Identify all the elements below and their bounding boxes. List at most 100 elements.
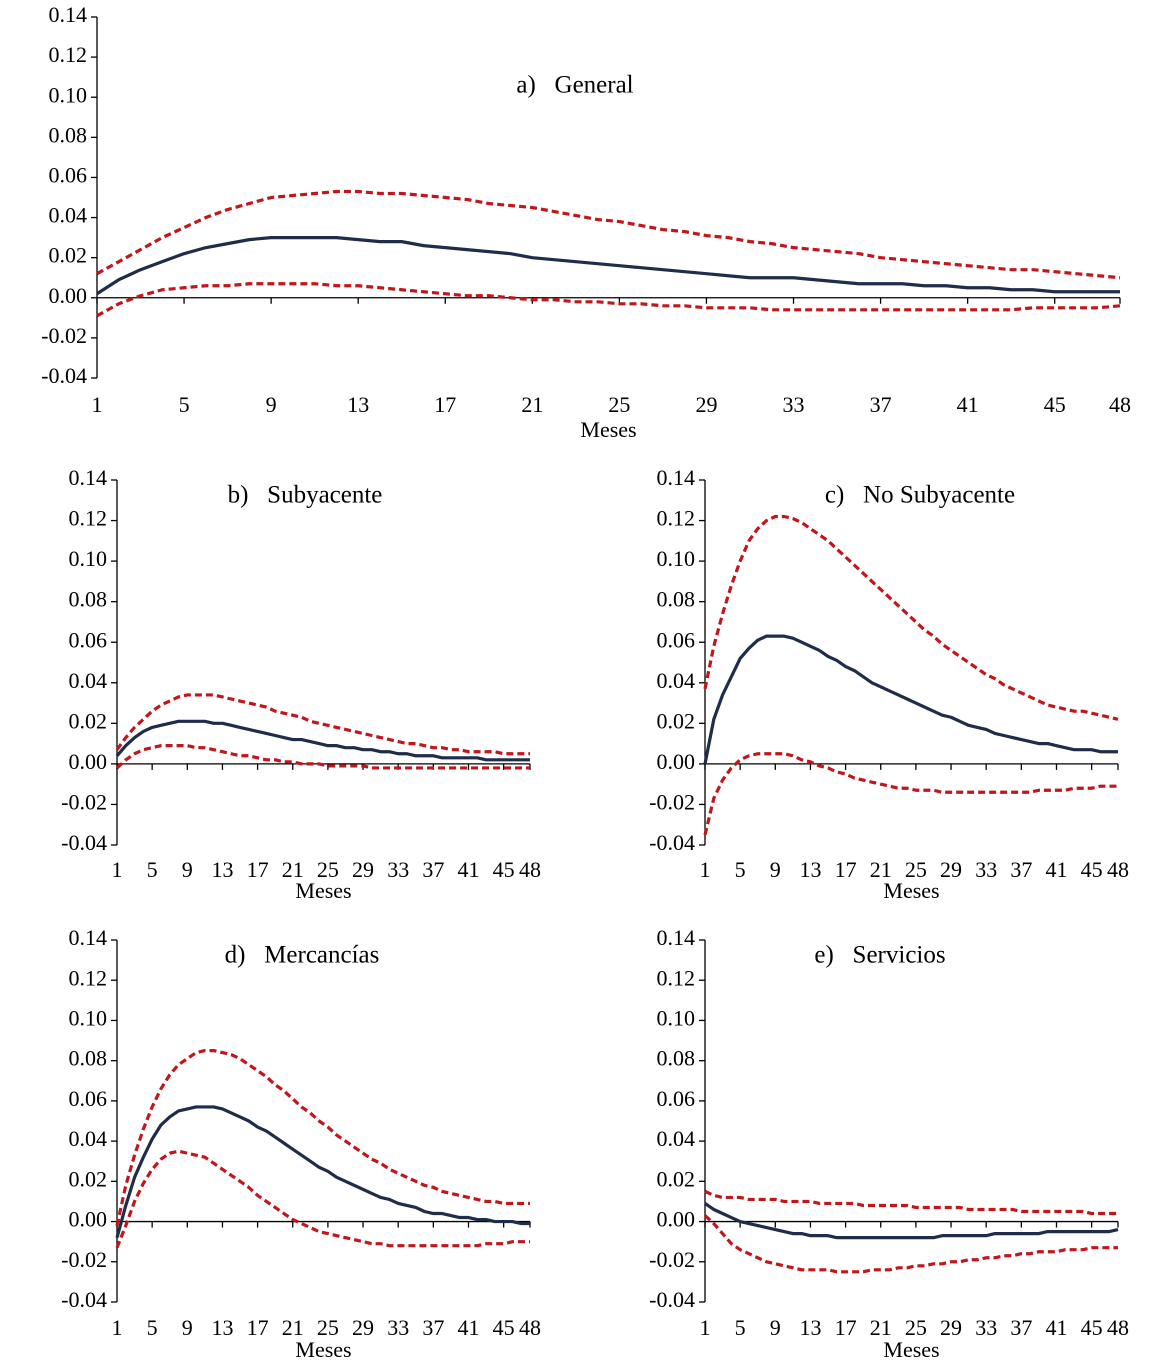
x-axis-label: Meses [295,878,351,903]
series-line [96,189,1121,280]
x-tick-label: 48 [1107,1315,1129,1340]
x-tick-label: 1 [700,1315,711,1340]
y-tick-label: 0.02 [69,1166,108,1191]
y-tick-label: 0.00 [69,1207,108,1232]
x-tick-label: 1 [700,857,711,882]
y-tick-label: 0.08 [49,122,88,147]
chart-title: e) Servicios [814,942,945,969]
chart-title: c) No Subyacente [825,482,1015,509]
y-tick-label: 0.14 [69,925,108,950]
y-tick-label: 0.12 [69,965,108,990]
x-tick-label: 41 [457,857,479,882]
y-tick-label: 0.14 [69,465,108,490]
y-tick-label: 0.04 [657,1126,696,1151]
x-tick-label: 1 [92,392,103,417]
x-tick-label: 37 [422,1315,444,1340]
x-tick-label: 13 [347,392,369,417]
x-tick-label: 29 [352,857,374,882]
y-tick-label: 0.12 [69,506,108,531]
x-tick-label: 5 [179,392,190,417]
x-tick-label: 13 [799,1315,821,1340]
x-tick-label: 33 [975,1315,997,1340]
x-tick-label: 41 [957,392,979,417]
x-tick-label: 45 [1081,857,1103,882]
y-tick-label: -0.04 [61,830,107,855]
y-tick-label: 0.06 [657,1086,696,1111]
y-tick-label: -0.02 [61,789,107,814]
x-axis-label: Meses [295,1337,351,1362]
x-tick-label: 45 [493,1315,515,1340]
y-tick-label: 0.14 [657,925,696,950]
y-tick-label: 0.02 [657,708,696,733]
y-tick-label: 0.10 [49,82,88,107]
series-line [96,236,1120,296]
x-tick-label: 17 [835,1315,857,1340]
x-tick-label: 21 [870,1315,892,1340]
x-axis-label: Meses [883,878,939,903]
x-tick-label: 45 [493,857,515,882]
x-tick-label: 13 [799,857,821,882]
series-line [96,282,1121,318]
y-tick-label: 0.10 [69,1005,108,1030]
x-tick-label: 17 [434,392,456,417]
y-tick-label: -0.02 [649,789,695,814]
y-tick-label: -0.02 [61,1247,107,1272]
x-tick-label: 48 [1107,857,1129,882]
x-tick-label: 13 [211,1315,233,1340]
y-tick-label: -0.04 [649,1287,695,1312]
x-tick-label: 21 [282,1315,304,1340]
y-tick-label: 0.02 [69,708,108,733]
x-tick-label: 1 [112,857,123,882]
y-tick-label: 0.04 [69,668,108,693]
x-tick-label: 29 [695,392,717,417]
y-tick-label: 0.10 [657,1005,696,1030]
x-tick-label: 9 [770,1315,781,1340]
series-line [115,719,530,762]
x-tick-label: 48 [519,857,541,882]
y-tick-label: 0.12 [657,506,696,531]
x-tick-label: 48 [519,1315,541,1340]
y-tick-label: 0.06 [49,162,88,187]
y-tick-label: -0.04 [61,1287,107,1312]
x-tick-label: 25 [608,392,630,417]
series-line [115,1105,530,1239]
x-tick-label: 17 [835,857,857,882]
x-tick-label: 25 [905,1315,927,1340]
x-tick-label: 33 [387,1315,409,1340]
x-axis-label: Meses [883,1337,939,1362]
x-tick-label: 29 [940,1315,962,1340]
chart-title: a) General [516,72,633,99]
x-tick-label: 25 [317,1315,339,1340]
x-tick-label: 5 [735,1315,746,1340]
y-tick-label: -0.04 [41,363,87,388]
y-tick-label: -0.02 [41,323,87,348]
x-tick-label: 13 [211,857,233,882]
y-tick-label: 0.14 [657,465,696,490]
x-tick-label: 37 [1010,857,1032,882]
y-tick-label: 0.04 [657,668,696,693]
x-tick-label: 17 [247,857,269,882]
series-line [115,1149,530,1249]
x-tick-label: 25 [317,857,339,882]
chart-title: b) Subyacente [228,482,383,509]
y-tick-label: 0.06 [657,627,696,652]
x-tick-label: 5 [735,857,746,882]
y-tick-label: 0.10 [657,546,696,571]
series-line [115,1049,530,1226]
y-tick-label: 0.00 [49,283,88,308]
y-tick-label: -0.02 [649,1247,695,1272]
x-tick-label: 29 [940,857,962,882]
series-line [704,1202,1119,1240]
series-line [703,514,1119,721]
y-tick-label: 0.10 [69,546,108,571]
series-line [115,744,530,770]
chart-title: d) Mercancías [225,942,380,969]
x-tick-label: 21 [870,857,892,882]
x-tick-label: 21 [521,392,543,417]
x-tick-label: 45 [1081,1315,1103,1340]
y-tick-label: 0.00 [657,749,696,774]
x-tick-label: 41 [1045,1315,1067,1340]
y-tick-label: 0.08 [69,1046,108,1071]
series-line [703,752,1118,836]
